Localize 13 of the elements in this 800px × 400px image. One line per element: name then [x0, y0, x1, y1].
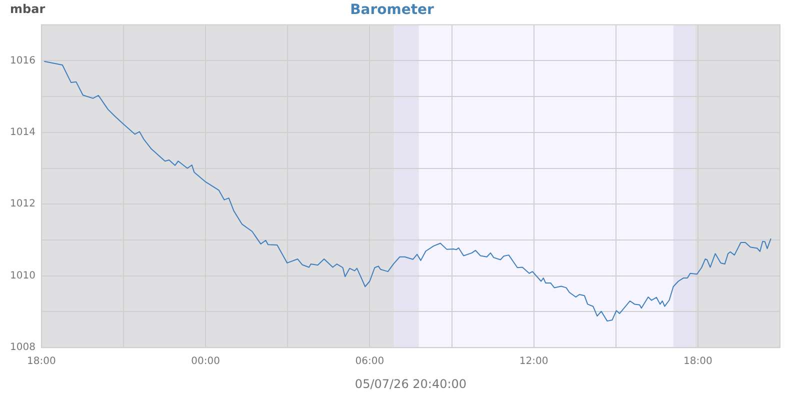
y-tick-label: 1014: [10, 126, 36, 138]
chart-title: Barometer: [350, 2, 434, 18]
y-tick-label: 1008: [10, 342, 36, 354]
x-tick-label: 00:00: [191, 356, 220, 368]
x-tick-label: 18:00: [684, 356, 712, 368]
x-axis-title: 05/07/26 20:40:00: [354, 376, 467, 391]
y-axis-title: mbar: [10, 2, 46, 16]
y-tick-label: 1016: [10, 55, 36, 66]
x-tick-label: 18:00: [27, 356, 56, 368]
x-tick-label: 12:00: [519, 356, 548, 368]
y-tick-label: 1012: [10, 198, 36, 210]
y-tick-label: 1010: [10, 270, 36, 282]
x-tick-label: 06:00: [355, 356, 384, 368]
